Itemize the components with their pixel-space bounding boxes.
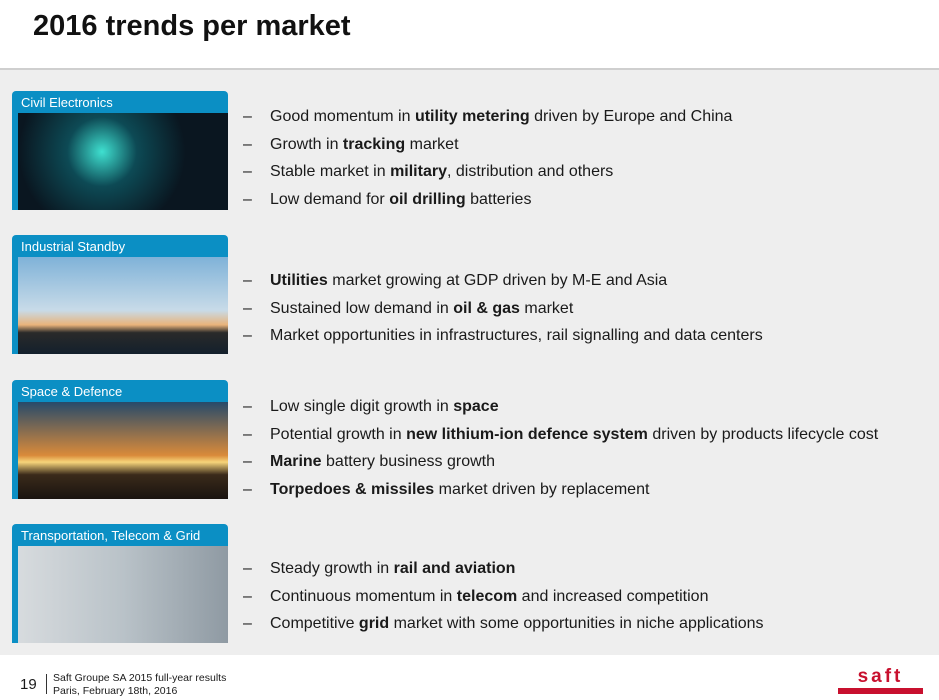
bullet-text: oil & gas (453, 299, 520, 317)
bullet-text: Continuous momentum in (270, 587, 457, 605)
bullet-text: Good momentum in (270, 108, 415, 125)
bullet-text: Sustained low demand in (270, 299, 454, 317)
market-bullets: – Low single digit growth in space – Potent… (243, 393, 878, 503)
bullet-text: military (390, 163, 447, 180)
dash: – (243, 163, 252, 180)
bullet-text: Utilities (270, 272, 328, 289)
market-card-title: Civil Electronics (12, 91, 228, 113)
bullet-text: market driven by replacement (434, 480, 650, 498)
bullet-item: – Potential growth in new lithium-ion def… (243, 421, 878, 449)
bullet-text: , distribution and others (446, 163, 614, 180)
saft-logo: saft (838, 666, 923, 694)
logo-text: saft (857, 666, 904, 687)
bullet-text: rail and aviation (393, 560, 516, 577)
bullet-item: – Low single digit growth in space (243, 393, 878, 421)
market-bullets: – Steady growth in rail and aviation – Cont… (243, 555, 764, 638)
bullet-text: market growing at GDP driven by M-E and … (327, 272, 668, 289)
market-image (12, 257, 228, 354)
market-card: Civil Electronics (12, 91, 228, 211)
bullet-text: oil drilling (389, 190, 466, 208)
bullet-text: grid (358, 615, 390, 632)
bullet-text: Low demand for (270, 190, 390, 208)
footer-divider (46, 674, 47, 694)
dash: – (243, 135, 252, 153)
bullet-item: – Marine battery business growth (243, 448, 878, 476)
market-card-title: Transportation, Telecom & Grid (12, 524, 228, 546)
market-bullets: – Good momentum in utility metering drive… (243, 103, 732, 213)
logo-bar (838, 688, 923, 694)
market-image (12, 546, 228, 643)
dash: – (243, 615, 252, 632)
bullet-text: Torpedoes & missiles (270, 480, 435, 498)
bullet-text: batteries (465, 190, 532, 208)
dash: – (243, 398, 252, 415)
dash: – (243, 560, 252, 577)
dash: – (243, 299, 252, 317)
dash: – (243, 425, 252, 443)
bullet-item: – Competitive grid market with some oppor… (243, 610, 764, 638)
bullet-text: Market opportunities in infrastructures,… (270, 327, 763, 344)
bullet-text: Growth in (270, 135, 343, 153)
bullet-text: market (519, 299, 574, 317)
bullet-item: – Good momentum in utility metering drive… (243, 103, 732, 131)
market-card: Space & Defence (12, 380, 228, 500)
bullet-text: driven by products lifecycle cost (647, 425, 879, 443)
bullet-text: market (405, 135, 459, 153)
bullet-item: – Utilities market growing at GDP driven … (243, 267, 763, 295)
bullet-item: – Continuous momentum in telecom and incr… (243, 583, 764, 611)
dash: – (243, 587, 252, 605)
bullet-text: Steady growth in (270, 560, 394, 577)
bullet-text: driven by Europe and China (529, 108, 733, 125)
market-card: Transportation, Telecom & Grid (12, 524, 228, 644)
bullet-text: Marine (270, 453, 322, 470)
bullet-text: Stable market in (270, 163, 391, 180)
market-image (12, 402, 228, 499)
bullet-text: tracking (342, 135, 406, 153)
bullet-item: – Stable market in military, distribution… (243, 158, 732, 186)
bullet-text: space (453, 398, 499, 415)
dash: – (243, 480, 252, 498)
bullet-text: market with some opportunities in niche … (389, 615, 764, 632)
bullet-text: utility metering (414, 108, 530, 125)
bullet-text: battery business growth (321, 453, 495, 470)
page-number: 19 (20, 676, 37, 693)
footer-line2: Paris, February 18th, 2016 (53, 685, 178, 697)
bullet-text: Competitive (270, 615, 359, 632)
bullet-text: and increased competition (517, 587, 709, 605)
bullet-item: – Torpedoes & missiles market driven by r… (243, 476, 878, 504)
dash: – (243, 272, 252, 289)
bullet-item: – Steady growth in rail and aviation (243, 555, 764, 583)
bullet-text: telecom (456, 587, 518, 605)
bullet-item: – Market opportunities in infrastructures… (243, 322, 763, 350)
dash: – (243, 190, 252, 208)
market-bullets: – Utilities market growing at GDP driven … (243, 267, 763, 350)
market-image (12, 113, 228, 210)
bullet-item: – Low demand for oil drilling batteries (243, 186, 732, 214)
footer-line1: Saft Groupe SA 2015 full-year results (53, 672, 227, 684)
footer-text: Saft Groupe SA 2015 full-year results Pa… (53, 672, 226, 698)
market-card-title: Space & Defence (12, 380, 228, 402)
dash: – (243, 327, 252, 344)
page-title: 2016 trends per market (33, 10, 351, 42)
bullet-text: Potential growth in (270, 425, 407, 443)
market-card: Industrial Standby (12, 235, 228, 355)
dash: – (243, 453, 252, 470)
bullet-item: – Sustained low demand in oil & gas marke… (243, 295, 763, 323)
dash: – (243, 108, 252, 125)
market-card-title: Industrial Standby (12, 235, 228, 257)
bullet-text: Low single digit growth in (270, 398, 454, 415)
bullet-item: – Growth in tracking market (243, 131, 732, 159)
bullet-text: new lithium-ion defence system (406, 425, 648, 443)
